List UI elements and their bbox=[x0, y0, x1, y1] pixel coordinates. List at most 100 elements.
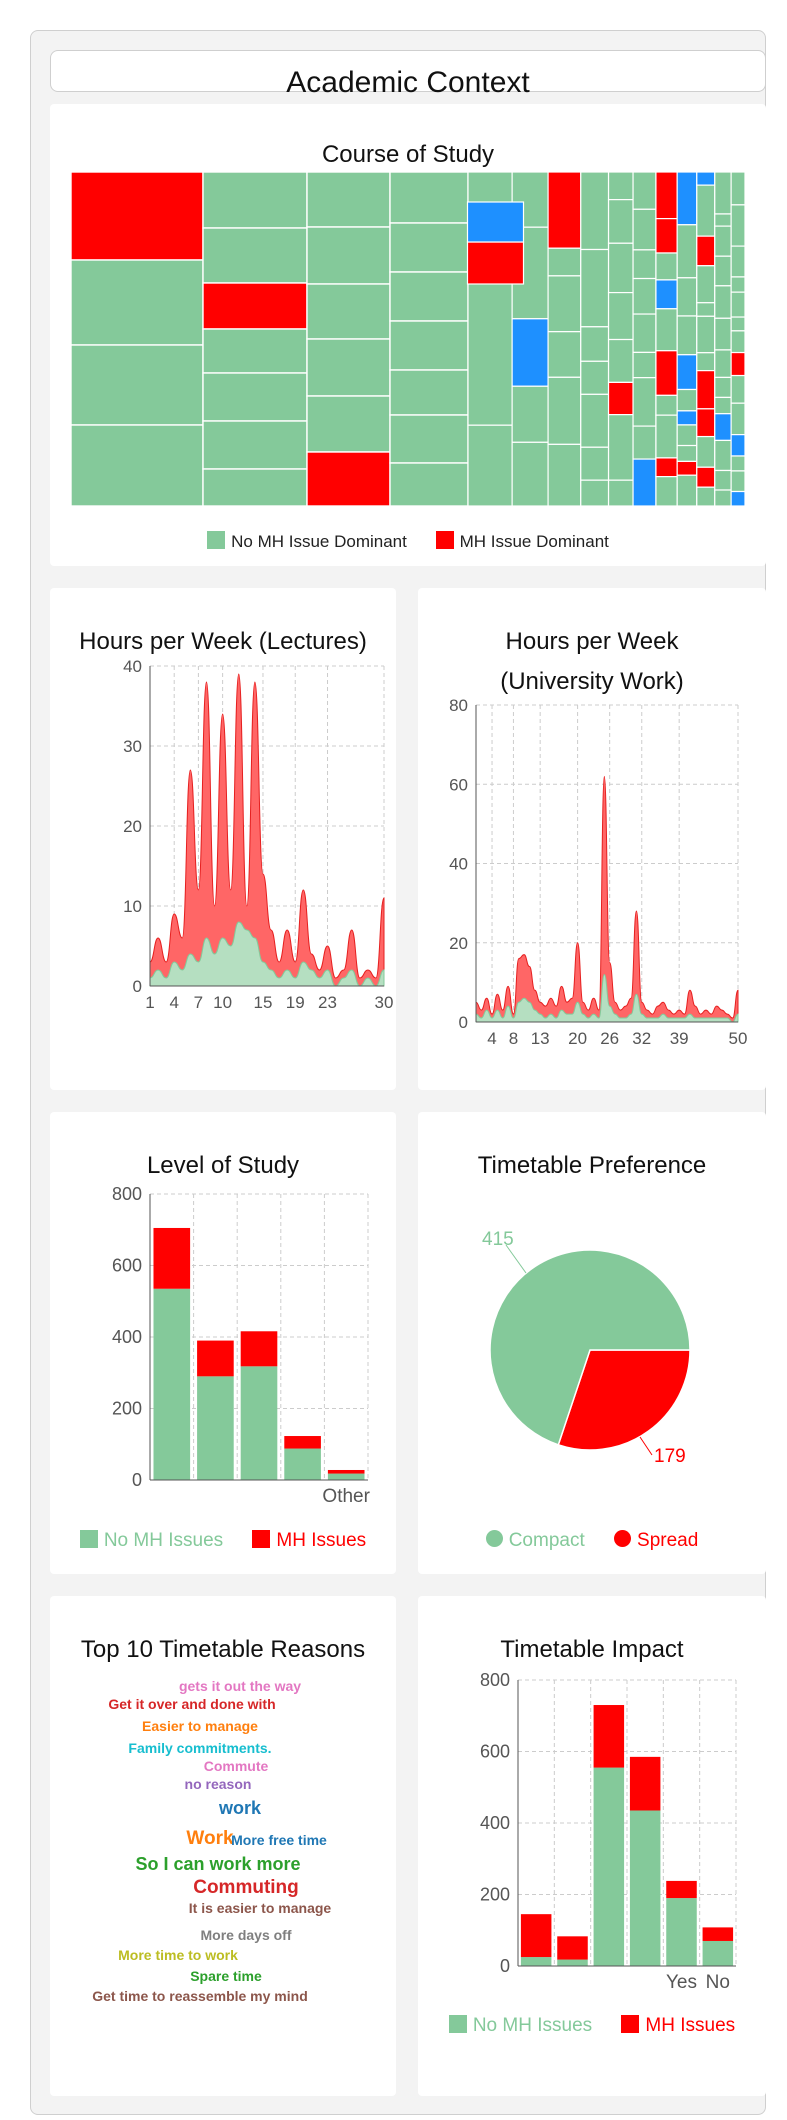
treemap-cell bbox=[306, 338, 391, 397]
treemap-cell bbox=[202, 468, 308, 507]
treemap-cell bbox=[696, 315, 716, 354]
chart-title: Hours per Week bbox=[505, 628, 679, 655]
x-tick-label: 4 bbox=[169, 993, 178, 1012]
x-tick-label: Other bbox=[322, 1486, 370, 1507]
treemap-cell bbox=[696, 235, 716, 267]
treemap-cell bbox=[511, 385, 549, 443]
treemap-cell bbox=[730, 455, 746, 472]
bar-no-mh bbox=[153, 1288, 191, 1480]
treemap-cell bbox=[714, 376, 732, 399]
treemap-cell bbox=[70, 344, 204, 426]
treemap-cell bbox=[714, 225, 732, 257]
x-tick-label: 50 bbox=[729, 1029, 748, 1048]
treemap-cell bbox=[730, 402, 746, 436]
treemap-cell bbox=[655, 414, 678, 459]
level-bar-chart: 0 200 400 600 800 Other bbox=[112, 1184, 371, 1507]
bar-mh bbox=[557, 1936, 588, 1960]
treemap-cell bbox=[70, 424, 204, 507]
bar-mh bbox=[284, 1436, 321, 1449]
bar-mh bbox=[702, 1927, 734, 1941]
x-tick-label: 19 bbox=[286, 993, 305, 1012]
area-series-no-mh bbox=[149, 921, 385, 987]
treemap-cell bbox=[676, 315, 698, 356]
bar-no-mh bbox=[197, 1376, 234, 1480]
pie-label-compact: 415 bbox=[482, 1229, 514, 1250]
impact-legend: No MH Issues MH Issues bbox=[418, 2015, 766, 2037]
legend-swatch-green bbox=[207, 531, 226, 549]
y-tick-label: 600 bbox=[480, 1742, 510, 1762]
x-tick-label: 30 bbox=[375, 993, 394, 1012]
treemap-cell bbox=[547, 331, 582, 378]
treemap-cell bbox=[730, 470, 746, 493]
treemap-cell bbox=[389, 271, 469, 322]
treemap-cell bbox=[730, 374, 746, 404]
treemap-cell bbox=[730, 171, 746, 206]
treemap-cell bbox=[202, 227, 308, 284]
card-timetable-reasons: Top 10 Timetable Reasons gets it out the… bbox=[50, 1596, 396, 2096]
legend-item-spread: Spread bbox=[614, 1530, 698, 1551]
treemap-cell bbox=[547, 247, 582, 277]
word-cloud-word: Easier to manage bbox=[142, 1718, 258, 1734]
page-title: Academic Context bbox=[286, 66, 530, 99]
word-cloud-word: Work bbox=[186, 1828, 234, 1849]
legend-swatch-green bbox=[79, 1530, 98, 1548]
bar-no-mh bbox=[557, 1959, 588, 1966]
title-box bbox=[50, 50, 766, 92]
x-tick-label: 26 bbox=[600, 1029, 619, 1048]
word-cloud-word: So I can work more bbox=[135, 1854, 301, 1874]
bar-mh bbox=[593, 1705, 625, 1768]
chart-title: Timetable Preference bbox=[477, 1152, 707, 1179]
treemap-chart bbox=[70, 171, 746, 507]
pie-slice-compact bbox=[489, 1249, 691, 1446]
area-series-mh bbox=[149, 673, 385, 987]
treemap-cell bbox=[632, 249, 657, 280]
y-tick-label: 400 bbox=[112, 1327, 142, 1347]
bar-mh bbox=[520, 1914, 552, 1958]
word-cloud-word: It is easier to manage bbox=[188, 1900, 332, 1916]
impact-bar-chart: 0 200 400 600 800 Yes No bbox=[480, 1670, 737, 1993]
bar-mh bbox=[327, 1469, 365, 1474]
bar-no-mh bbox=[327, 1473, 365, 1480]
treemap-cell bbox=[714, 317, 732, 351]
y-tick-label: 400 bbox=[480, 1813, 510, 1833]
treemap-cell bbox=[580, 360, 610, 395]
treemap-cell bbox=[70, 259, 204, 346]
treemap-cell bbox=[632, 458, 657, 507]
treemap-cell bbox=[632, 425, 657, 460]
treemap-cell bbox=[655, 171, 678, 220]
y-tick-label: 80 bbox=[449, 696, 468, 715]
treemap-cell bbox=[632, 313, 657, 354]
legend-label: MH Issues bbox=[276, 1530, 367, 1551]
treemap-cell bbox=[607, 242, 634, 294]
legend-label: Compact bbox=[508, 1530, 585, 1551]
treemap-cell bbox=[466, 201, 525, 243]
treemap-cell bbox=[655, 476, 678, 507]
word-cloud-word: no reason bbox=[184, 1776, 252, 1792]
bar-mh bbox=[666, 1880, 697, 1899]
x-tick-label: 7 bbox=[194, 993, 203, 1012]
treemap-cell bbox=[607, 479, 634, 507]
treemap-cell bbox=[632, 351, 657, 379]
treemap-cell bbox=[607, 199, 634, 244]
treemap-cell bbox=[676, 224, 698, 279]
treemap-cell bbox=[389, 171, 469, 224]
x-tick-label: Yes bbox=[666, 1972, 697, 1993]
treemap-cell bbox=[632, 277, 657, 315]
treemap-cell bbox=[632, 171, 657, 210]
bar-no-mh bbox=[629, 1810, 661, 1966]
card-timetable-preference: Timetable Preference 415 179 Compact Spre… bbox=[418, 1112, 766, 1574]
treemap-cell bbox=[696, 370, 716, 410]
treemap-cell bbox=[676, 171, 698, 226]
bar-no-mh bbox=[666, 1898, 697, 1966]
treemap-cell bbox=[306, 395, 391, 453]
treemap-cell bbox=[632, 208, 657, 251]
x-tick-label: 1 bbox=[145, 993, 154, 1012]
treemap-cell bbox=[202, 328, 308, 374]
legend-label: No MH Issues bbox=[472, 2015, 593, 2036]
chart-title-line2: (University Work) bbox=[500, 668, 684, 695]
treemap-cell bbox=[714, 489, 732, 507]
x-tick-label: 20 bbox=[568, 1029, 587, 1048]
y-tick-label: 0 bbox=[132, 1470, 142, 1490]
pie-legend: Compact Spread bbox=[418, 1530, 766, 1552]
treemap-cell bbox=[676, 474, 698, 507]
